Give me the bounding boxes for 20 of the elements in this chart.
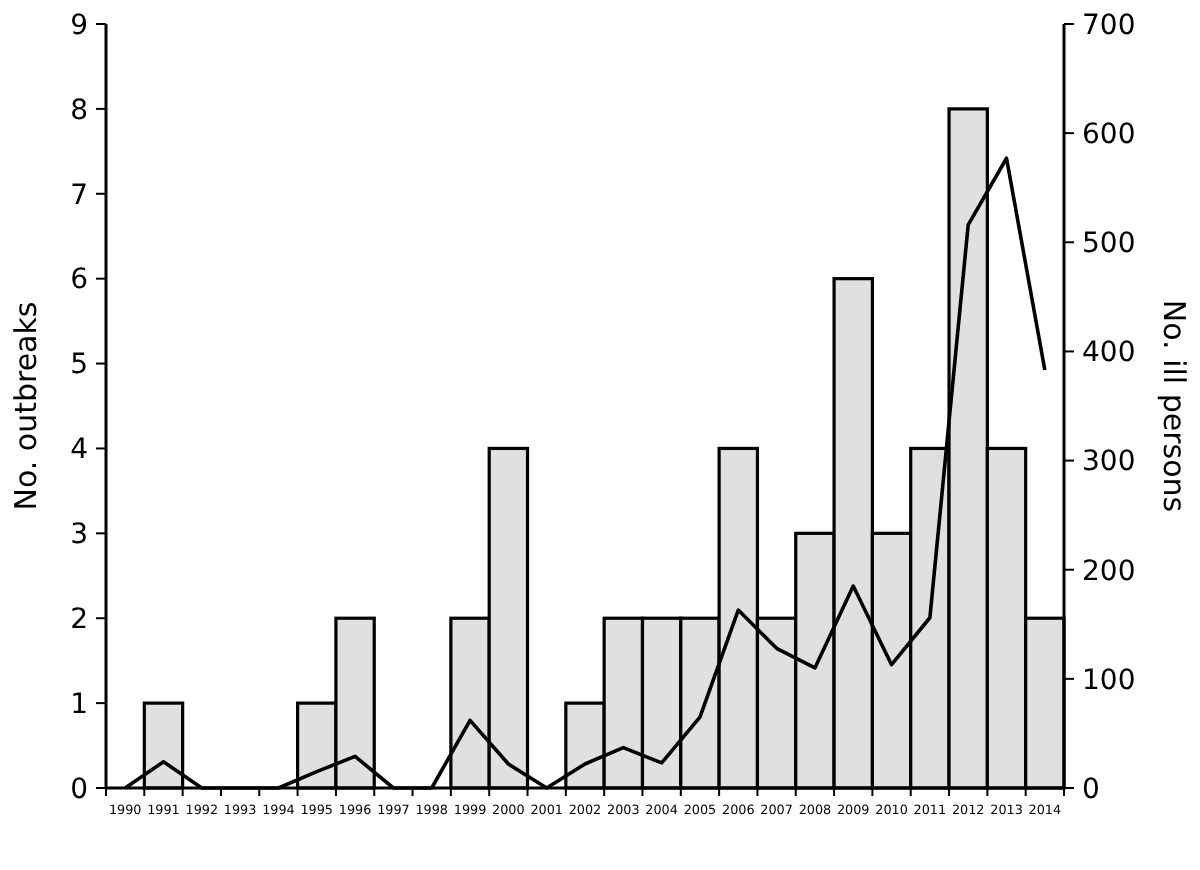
y2-tick-label: 200 <box>1082 555 1136 588</box>
y-tick-label: 0 <box>70 773 88 806</box>
y-tick-label: 3 <box>70 519 88 552</box>
y-tick-label: 8 <box>70 94 88 127</box>
y-tick-label: 6 <box>70 264 89 297</box>
y2-tick-label: 400 <box>1082 337 1136 370</box>
y-tick-label: 7 <box>70 179 88 212</box>
y-tick-label: 2 <box>70 604 88 637</box>
y-axis-title: No. outbreaks <box>8 301 44 511</box>
y2-tick-label: 0 <box>1082 773 1100 806</box>
y2-axis-title: No. ill persons <box>1156 299 1192 513</box>
y2-tick-label: 500 <box>1082 228 1136 261</box>
y2-tick-label: 300 <box>1082 446 1136 479</box>
y-tick-label: 4 <box>70 434 89 467</box>
y2-tick-label: 600 <box>1082 118 1136 151</box>
y-tick-label: 5 <box>70 349 88 382</box>
y2-tick-label: 700 <box>1082 9 1136 42</box>
y-tick-label: 1 <box>70 688 88 721</box>
y-tick-label: 9 <box>70 9 88 42</box>
y2-tick-label: 100 <box>1082 664 1136 697</box>
